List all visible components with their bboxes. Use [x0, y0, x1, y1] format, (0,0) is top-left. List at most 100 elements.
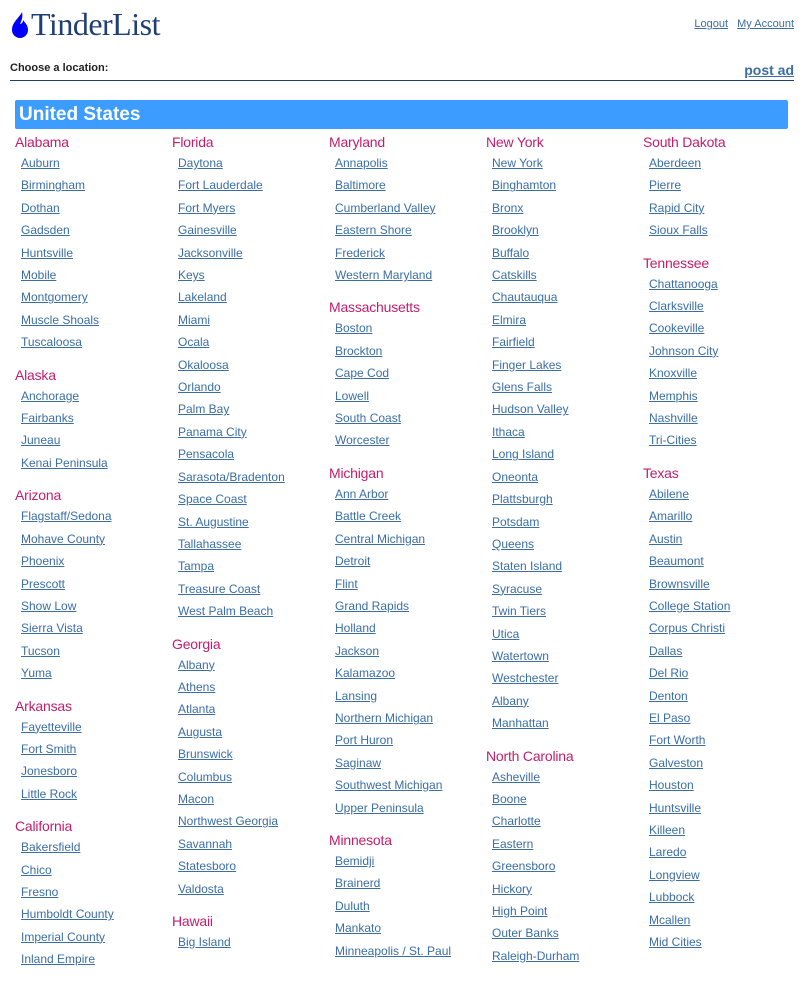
- logout-link[interactable]: Logout: [694, 18, 729, 30]
- city-link[interactable]: College Station: [649, 598, 731, 613]
- city-link[interactable]: Upper Peninsula: [335, 800, 424, 815]
- city-link[interactable]: Raleigh-Durham: [492, 948, 580, 963]
- city-link[interactable]: Twin Tiers: [492, 604, 547, 619]
- city-link[interactable]: Orlando: [178, 380, 221, 395]
- city-link[interactable]: Chautauqua: [492, 290, 558, 305]
- city-link[interactable]: Savannah: [178, 836, 233, 851]
- city-link[interactable]: Outer Banks: [492, 926, 559, 941]
- city-link[interactable]: Amarillo: [649, 509, 693, 524]
- city-link[interactable]: Miami: [178, 312, 210, 327]
- city-link[interactable]: Juneau: [21, 433, 61, 448]
- city-link[interactable]: Fort Smith: [21, 741, 77, 756]
- city-link[interactable]: Inland Empire: [21, 952, 96, 967]
- city-link[interactable]: Port Huron: [335, 733, 394, 748]
- city-link[interactable]: High Point: [492, 904, 548, 918]
- city-link[interactable]: Hudson Valley: [492, 402, 569, 417]
- city-link[interactable]: Phoenix: [21, 554, 65, 569]
- city-link[interactable]: Austin: [649, 531, 683, 546]
- city-link[interactable]: Killeen: [649, 822, 686, 837]
- city-link[interactable]: Kenai Peninsula: [21, 455, 108, 470]
- city-link[interactable]: Galveston: [649, 755, 704, 770]
- city-link[interactable]: Western Maryland: [335, 268, 433, 283]
- city-link[interactable]: Little Rock: [21, 786, 78, 801]
- city-link[interactable]: Buffalo: [492, 245, 530, 260]
- city-link[interactable]: Laredo: [649, 845, 687, 860]
- city-link[interactable]: Chattanooga: [649, 276, 718, 291]
- city-link[interactable]: Rapid City: [649, 200, 705, 215]
- city-link[interactable]: Lubbock: [649, 890, 695, 905]
- city-link[interactable]: Southwest Michigan: [335, 778, 443, 793]
- city-link[interactable]: Binghamton: [492, 178, 557, 193]
- city-link[interactable]: Brockton: [335, 343, 383, 358]
- city-link[interactable]: Ann Arbor: [335, 486, 389, 501]
- city-link[interactable]: Denton: [649, 688, 688, 703]
- city-link[interactable]: Detroit: [335, 554, 371, 569]
- city-link[interactable]: West Palm Beach: [178, 604, 274, 619]
- city-link[interactable]: Del Rio: [649, 666, 689, 681]
- city-link[interactable]: Space Coast: [178, 492, 247, 507]
- city-link[interactable]: Plattsburgh: [492, 492, 553, 507]
- city-link[interactable]: Elmira: [492, 312, 527, 327]
- city-link[interactable]: Boston: [335, 321, 373, 336]
- city-link[interactable]: Sarasota/Bradenton: [178, 469, 285, 484]
- city-link[interactable]: Hickory: [492, 881, 533, 896]
- city-link[interactable]: Oneonta: [492, 469, 539, 484]
- city-link[interactable]: Duluth: [335, 898, 370, 913]
- city-link[interactable]: Fort Worth: [649, 733, 706, 748]
- city-link[interactable]: Dothan: [21, 200, 60, 215]
- city-link[interactable]: Bakersfield: [21, 840, 81, 855]
- city-link[interactable]: Nashville: [649, 411, 698, 426]
- city-link[interactable]: El Paso: [649, 710, 691, 725]
- city-link[interactable]: Dallas: [649, 643, 683, 658]
- city-link[interactable]: Mcallen: [649, 912, 691, 927]
- city-link[interactable]: Cumberland Valley: [335, 200, 436, 215]
- city-link[interactable]: Palm Bay: [178, 402, 230, 417]
- city-link[interactable]: Cookeville: [649, 321, 705, 336]
- my-account-link[interactable]: My Account: [737, 18, 794, 30]
- city-link[interactable]: Syracuse: [492, 581, 543, 596]
- city-link[interactable]: Long Island: [492, 447, 555, 462]
- city-link[interactable]: Fresno: [21, 884, 59, 899]
- city-link[interactable]: New York: [492, 156, 543, 170]
- city-link[interactable]: Sioux Falls: [649, 223, 708, 238]
- city-link[interactable]: Charlotte: [492, 814, 541, 829]
- city-link[interactable]: Fayetteville: [21, 719, 82, 734]
- city-link[interactable]: Huntsville: [649, 800, 702, 815]
- city-link[interactable]: Clarksville: [649, 299, 704, 314]
- city-link[interactable]: Saginaw: [335, 755, 382, 770]
- city-link[interactable]: Flint: [335, 576, 358, 591]
- city-link[interactable]: Minneapolis / St. Paul: [335, 943, 452, 958]
- city-link[interactable]: Humboldt County: [21, 907, 114, 922]
- city-link[interactable]: Athens: [178, 679, 216, 694]
- city-link[interactable]: Big Island: [178, 935, 231, 949]
- city-link[interactable]: Aberdeen: [649, 156, 702, 170]
- logo[interactable]: TinderList: [10, 6, 160, 43]
- city-link[interactable]: Central Michigan: [335, 531, 426, 546]
- city-link[interactable]: Johnson City: [649, 343, 719, 358]
- city-link[interactable]: Asheville: [492, 769, 541, 784]
- city-link[interactable]: Show Low: [21, 598, 77, 613]
- city-link[interactable]: Fairbanks: [21, 411, 74, 426]
- city-link[interactable]: Imperial County: [21, 929, 106, 944]
- city-link[interactable]: Anchorage: [21, 388, 80, 403]
- city-link[interactable]: Tampa: [178, 559, 215, 574]
- city-link[interactable]: Finger Lakes: [492, 357, 562, 372]
- city-link[interactable]: Columbus: [178, 769, 233, 784]
- city-link[interactable]: Potsdam: [492, 514, 540, 529]
- city-link[interactable]: Mid Cities: [649, 935, 702, 949]
- city-link[interactable]: Lansing: [335, 688, 378, 703]
- city-link[interactable]: Panama City: [178, 424, 247, 439]
- city-link[interactable]: Macon: [178, 791, 215, 806]
- city-link[interactable]: Tri-Cities: [649, 433, 697, 448]
- city-link[interactable]: Westchester: [492, 671, 559, 686]
- city-link[interactable]: Memphis: [649, 388, 698, 403]
- city-link[interactable]: Watertown: [492, 648, 549, 663]
- city-link[interactable]: Boone: [492, 791, 527, 806]
- city-link[interactable]: Northern Michigan: [335, 710, 434, 725]
- city-link[interactable]: Yuma: [21, 666, 52, 681]
- city-link[interactable]: Mobile: [21, 268, 57, 283]
- city-link[interactable]: Fairfield: [492, 335, 535, 350]
- city-link[interactable]: Statesboro: [178, 859, 237, 874]
- city-link[interactable]: Brainerd: [335, 876, 381, 891]
- city-link[interactable]: Longview: [649, 867, 700, 882]
